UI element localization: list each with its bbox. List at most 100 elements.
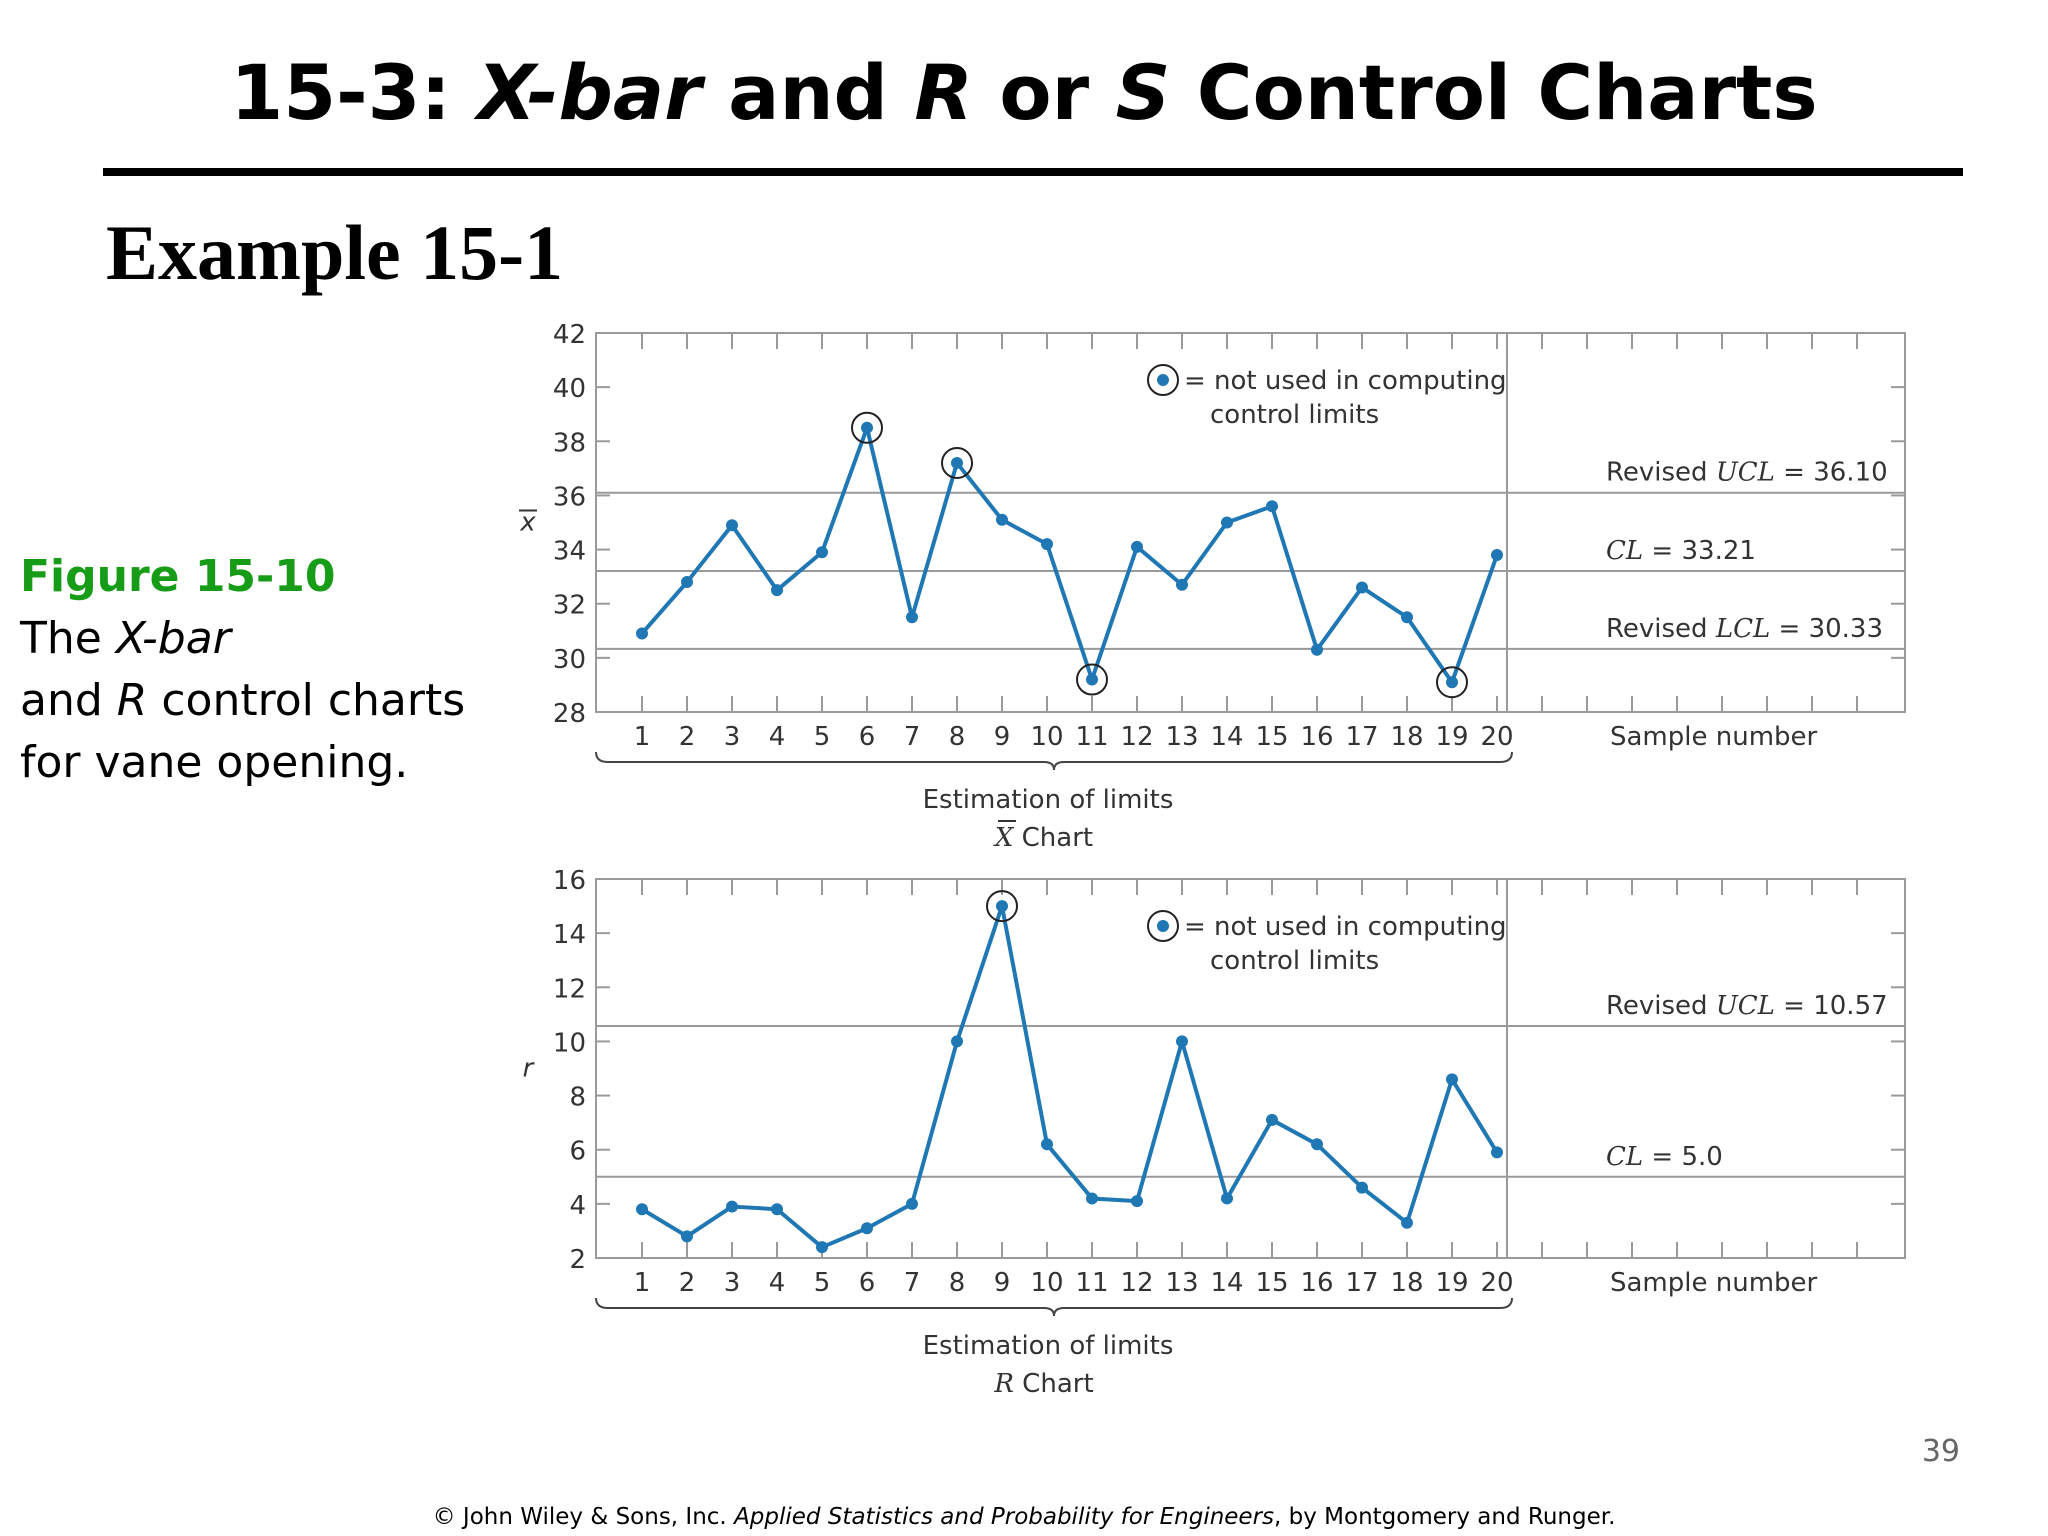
slide-title: 15-3: X-bar and R or S Control Charts [0, 48, 2048, 138]
caption-text: The [20, 613, 116, 664]
r-chart-title: R Chart [993, 1369, 1093, 1399]
r-y-axis-label: r [523, 1054, 536, 1084]
r-data-point [1266, 1113, 1278, 1126]
xbar-data-point [861, 421, 873, 434]
r-control-label-ucl: Revised UCL = 10.57 [1606, 991, 1888, 1021]
xbar-data-point [1041, 538, 1053, 551]
r-x-tick-label: 9 [994, 1268, 1011, 1298]
r-y-tick-label: 4 [569, 1191, 586, 1221]
r-data-point [1221, 1192, 1233, 1205]
xbar-y-tick-label: 40 [553, 374, 586, 404]
caption-r: R [116, 675, 148, 726]
caption-xbar: X-bar [115, 613, 231, 664]
r-data-point [726, 1200, 738, 1213]
xbar-brace-label: Estimation of limits [923, 785, 1174, 815]
xbar-control-label-cl: CL = 33.21 [1606, 536, 1756, 566]
r-x-tick-label: 10 [1030, 1268, 1063, 1298]
title-part-r: R [914, 48, 973, 137]
footer-book-title: Applied Statistics and Probability for E… [734, 1504, 1275, 1530]
xbar-data-point [1131, 540, 1143, 553]
xbar-x-tick-label: 4 [769, 722, 786, 752]
xbar-control-label-lcl: Revised LCL = 30.33 [1606, 614, 1883, 644]
title-part-control-charts: Control Charts [1170, 48, 1818, 137]
r-data-point [861, 1222, 873, 1235]
xbar-x-tick-label: 2 [679, 722, 696, 752]
xbar-excluded-point-ring [851, 411, 883, 444]
xbar-data-point [1221, 516, 1233, 529]
r-x-tick-label: 20 [1480, 1268, 1513, 1298]
r-brace-label: Estimation of limits [923, 1331, 1174, 1361]
xbar-data-point [771, 584, 783, 597]
r-data-point [1491, 1146, 1503, 1159]
r-x-tick-label: 4 [769, 1268, 786, 1298]
r-x-tick-label: 3 [724, 1268, 741, 1298]
r-x-tick-label: 7 [904, 1268, 921, 1298]
title-part-or: or [972, 48, 1116, 137]
r-x-tick-label: 2 [679, 1268, 696, 1298]
xbar-excluded-point-ring [1436, 666, 1468, 699]
xbar-control-label-ucl: Revised UCL = 36.10 [1606, 458, 1888, 488]
xbar-legend-ring [1147, 364, 1179, 396]
r-data-point [816, 1241, 828, 1254]
r-data-point [1041, 1138, 1053, 1151]
r-x-tick-label: 17 [1345, 1268, 1378, 1298]
figure-number: Figure 15-10 [20, 551, 336, 602]
r-data-point [636, 1203, 648, 1216]
footer-authors: , by Montgomery and Runger. [1274, 1504, 1616, 1530]
xbar-data-point [906, 611, 918, 624]
xbar-x-tick-label: 5 [814, 722, 831, 752]
r-x-tick-label: 8 [949, 1268, 966, 1298]
r-data-point [1446, 1073, 1458, 1086]
xbar-data-point [1401, 611, 1413, 624]
xbar-y-tick-label: 30 [553, 645, 586, 675]
r-y-tick-label: 10 [553, 1028, 586, 1058]
r-estimation-brace [595, 1297, 1513, 1317]
xbar-x-tick-label: 13 [1165, 722, 1198, 752]
footer-credit: © John Wiley & Sons, Inc. Applied Statis… [0, 1504, 2048, 1530]
r-x-tick-label: 1 [634, 1268, 651, 1298]
caption-text: control charts [147, 675, 466, 726]
title-part-and: and [701, 48, 915, 137]
xbar-x-tick-label: 8 [949, 722, 966, 752]
r-x-tick-label: 11 [1075, 1268, 1108, 1298]
r-x-tick-label: 14 [1210, 1268, 1243, 1298]
xbar-x-tick-label: 3 [724, 722, 741, 752]
figure-caption: Figure 15-10 The X-bar and R control cha… [20, 546, 520, 794]
r-legend-ring [1147, 910, 1179, 942]
xbar-x-tick-label: 12 [1120, 722, 1153, 752]
xbar-x-tick-label: 1 [634, 722, 651, 752]
r-y-tick-label: 16 [553, 866, 586, 896]
xbar-x-tick-label: 11 [1075, 722, 1108, 752]
title-rule [103, 168, 1963, 176]
xbar-y-tick-label: 42 [553, 320, 586, 350]
title-part-s: S [1115, 48, 1171, 137]
xbar-x-tick-label: 20 [1480, 722, 1513, 752]
xbar-data-point [636, 627, 648, 640]
r-y-tick-label: 14 [553, 920, 586, 950]
r-x-axis-label: Sample number [1610, 1268, 1818, 1298]
xbar-chart-title: X Chart [993, 823, 1093, 853]
r-data-point [906, 1197, 918, 1210]
r-data-point [1086, 1192, 1098, 1205]
r-y-tick-label: 12 [553, 974, 586, 1004]
xbar-data-point [951, 456, 963, 469]
caption-line-1: The X-bar [20, 608, 520, 670]
title-part-number: 15-3: [230, 48, 478, 137]
r-series-line [640, 904, 1499, 1250]
xbar-x-tick-label: 6 [859, 722, 876, 752]
r-data-point [681, 1230, 693, 1243]
r-data-point [951, 1035, 963, 1048]
r-legend-line-2: control limits [1210, 946, 1379, 976]
xbar-data-point [1311, 643, 1323, 656]
xbar-x-tick-label: 16 [1300, 722, 1333, 752]
xbar-data-point [1356, 581, 1368, 594]
xbar-data-point [1176, 578, 1188, 591]
xbar-x-tick-label: 19 [1435, 722, 1468, 752]
xbar-data-point [1266, 500, 1278, 513]
r-data-point [1311, 1138, 1323, 1151]
xbar-data-point [816, 546, 828, 559]
xbar-x-tick-label: 15 [1255, 722, 1288, 752]
r-x-tick-label: 16 [1300, 1268, 1333, 1298]
xbar-excluded-point-ring [1076, 663, 1108, 696]
caption-text: and [20, 675, 117, 726]
